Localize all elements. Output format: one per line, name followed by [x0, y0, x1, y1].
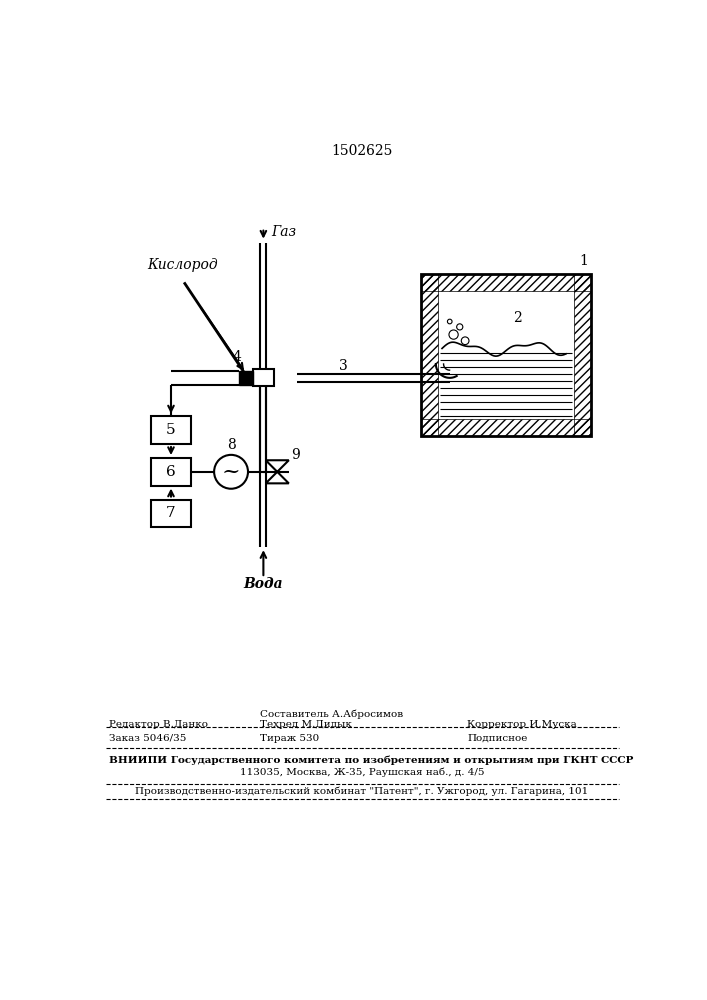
Text: Подписное: Подписное: [467, 734, 528, 743]
Text: 7: 7: [166, 506, 176, 520]
Bar: [252, 369, 274, 386]
Bar: [421, 274, 438, 436]
Text: Редактор В.Данко: Редактор В.Данко: [110, 720, 209, 729]
Text: Производственно-издательский комбинат "Патент", г. Ужгород, ул. Гагарина, 101: Производственно-издательский комбинат "П…: [135, 787, 588, 796]
Text: Техред М.Дидык: Техред М.Дидык: [259, 720, 351, 729]
Bar: [239, 371, 252, 385]
Text: 1502625: 1502625: [332, 144, 392, 158]
Text: Кислород: Кислород: [147, 258, 218, 272]
Text: 9: 9: [291, 448, 300, 462]
Text: 8: 8: [227, 438, 235, 452]
Text: Вода: Вода: [244, 577, 284, 591]
Text: 4: 4: [233, 350, 242, 364]
Text: 6: 6: [166, 465, 176, 479]
Bar: [421, 274, 590, 291]
Bar: [151, 458, 191, 486]
Text: 1: 1: [579, 254, 588, 268]
Text: ВНИИПИ Государственного комитета по изобретениям и открытиям при ГКНТ СССР: ВНИИПИ Государственного комитета по изоб…: [110, 756, 633, 765]
Text: 3: 3: [339, 359, 348, 373]
Text: Заказ 5046/35: Заказ 5046/35: [110, 734, 187, 743]
Text: 2: 2: [513, 311, 522, 325]
Text: ~: ~: [222, 461, 240, 483]
Text: 113035, Москва, Ж-35, Раушская наб., д. 4/5: 113035, Москва, Ж-35, Раушская наб., д. …: [240, 767, 484, 777]
Text: Тираж 530: Тираж 530: [259, 734, 319, 743]
Bar: [573, 274, 590, 436]
Text: 5: 5: [166, 423, 176, 437]
Bar: [421, 419, 590, 436]
Bar: [151, 416, 191, 444]
Text: Составитель А.Абросимов: Составитель А.Абросимов: [259, 710, 403, 719]
Text: Корректор И.Муска: Корректор И.Муска: [467, 720, 577, 729]
Text: Газ: Газ: [271, 225, 296, 239]
Bar: [421, 274, 590, 436]
Bar: [151, 500, 191, 527]
